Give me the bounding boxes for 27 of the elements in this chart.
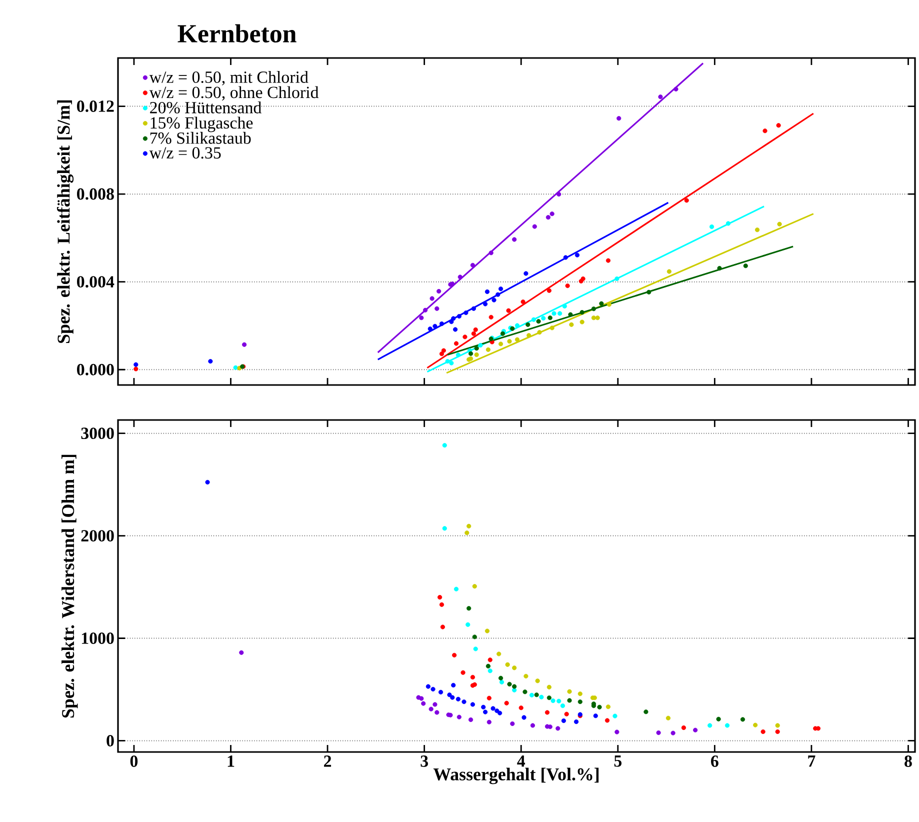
chart-title: Kernbeton — [178, 24, 296, 42]
y-tick-label: 0.000 — [77, 364, 114, 376]
y-tick-label: 0.008 — [77, 188, 114, 200]
y-tick-label: 3000 — [81, 428, 114, 440]
legend-label: 15% Flugasche — [150, 116, 253, 132]
x-tick-label: 2 — [324, 756, 332, 767]
legend-label: w/z = 0.35 — [149, 147, 221, 159]
x-tick-label: 8 — [904, 756, 912, 767]
legend-label: w/z = 0.50, ohne Chlorid — [149, 86, 319, 101]
x-tick-label: 0 — [130, 756, 138, 767]
y-tick-label: 0.004 — [77, 276, 114, 288]
x-tick-label: 5 — [614, 756, 622, 767]
y-axis-title: Spez. elektr. Widerstand [Ohm m] — [61, 454, 78, 718]
x-axis-title: Wassergehalt [Vol.%] — [433, 768, 599, 784]
y-tick-label: 1000 — [82, 632, 114, 644]
x-tick-label: 1 — [228, 756, 234, 767]
legend-label: 20% Hüttensand — [150, 101, 262, 114]
x-tick-label: 3 — [420, 756, 428, 767]
x-tick-label: 7 — [808, 756, 816, 767]
x-tick-label: 4 — [517, 756, 526, 767]
y-tick-label: 0 — [106, 735, 114, 746]
x-tick-label: 6 — [711, 756, 718, 767]
legend-label: 7% Silikastaub — [150, 132, 251, 144]
legend-label: w/z = 0.50, mit Chlorid — [149, 70, 308, 86]
y-tick-label: 2000 — [81, 530, 114, 542]
y-axis-title: Spez. elektr. Leitfähigkeit [S/m] — [56, 100, 74, 343]
y-tick-label: 0.012 — [77, 100, 114, 112]
